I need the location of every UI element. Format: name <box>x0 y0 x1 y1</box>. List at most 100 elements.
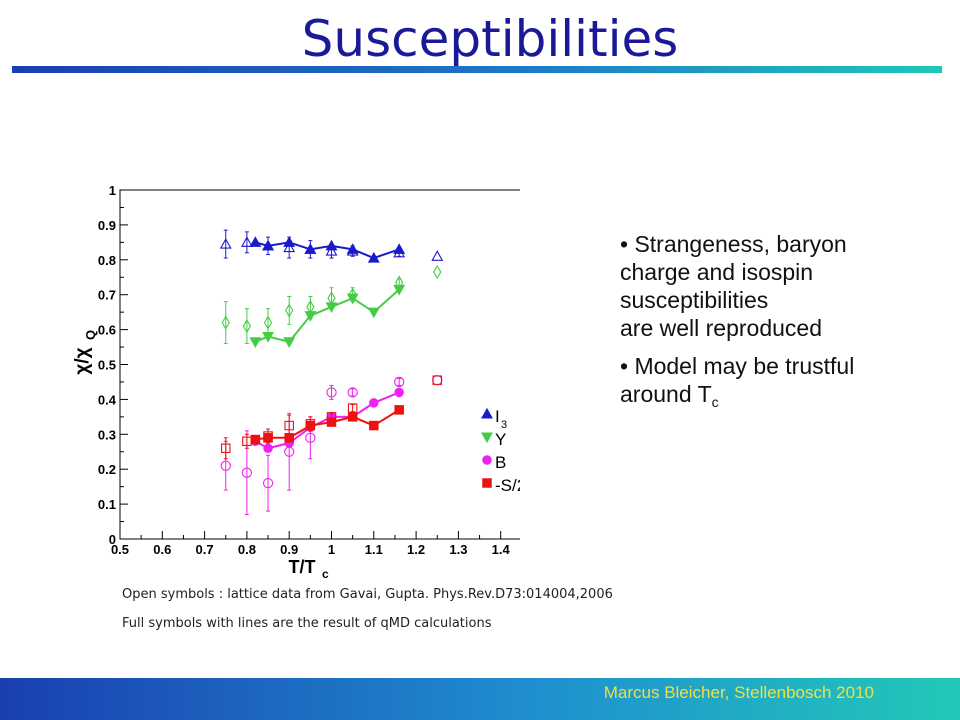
model-point-I3 <box>249 236 262 247</box>
model-point-Y <box>393 284 406 296</box>
y-tick-label: 0.5 <box>98 358 116 373</box>
lattice-point-Y <box>263 315 273 330</box>
model-line-Y <box>254 288 400 343</box>
lattice-point-B <box>432 375 443 386</box>
legend-marker-Y <box>481 432 493 444</box>
lattice-point-B <box>241 467 253 478</box>
x-tick-label: 0.6 <box>153 542 171 557</box>
legend-label-I3: I <box>495 407 500 426</box>
y-tick-label: 0.4 <box>98 392 117 407</box>
model-point-S2 <box>284 433 294 443</box>
y-tick-label: 0.2 <box>98 462 116 477</box>
x-tick-label: 0.9 <box>280 542 298 557</box>
model-point-I3 <box>325 239 338 251</box>
lattice-point-Y <box>285 303 294 318</box>
y-tick-label: 0.8 <box>98 253 116 268</box>
y-tick-label: 0.7 <box>98 288 116 303</box>
y-tick-label: 0.1 <box>98 497 116 512</box>
y-tick-label: 1 <box>109 183 116 198</box>
bullet-line: charge and isospin <box>620 259 814 285</box>
lattice-point-Y <box>433 264 442 280</box>
bullet-line-text: around T <box>620 381 712 407</box>
legend-label-S2: -S/2 <box>495 476 520 495</box>
lattice-point-Y <box>242 319 252 334</box>
model-point-S2 <box>369 420 379 431</box>
y-axis-label-subscript: Q <box>83 330 98 340</box>
model-point-I3 <box>393 243 406 254</box>
model-point-S2 <box>326 417 337 427</box>
x-tick-label: 1.4 <box>492 542 511 557</box>
model-point-Y <box>346 293 359 305</box>
y-tick-label: 0 <box>109 532 116 547</box>
model-point-Y <box>249 337 262 348</box>
legend-label-Y: Y <box>495 430 506 449</box>
model-point-I3 <box>346 243 359 254</box>
footer-bar <box>0 678 960 720</box>
lattice-point-B <box>262 478 274 489</box>
lattice-point-S2 <box>432 375 442 385</box>
lattice-point-I3 <box>325 244 338 256</box>
y-axis-label: χ/χ <box>72 347 93 374</box>
model-point-I3 <box>283 236 296 247</box>
model-point-Y <box>262 332 274 343</box>
legend-marker-B <box>482 455 492 465</box>
slide-title: Susceptibilities <box>301 10 679 68</box>
lattice-point-S2 <box>284 420 294 431</box>
caption-full-symbols: Full symbols with lines are the result o… <box>122 616 492 631</box>
lattice-point-B <box>305 432 316 443</box>
legend-marker-I3 <box>481 407 493 419</box>
x-tick-label: 1.3 <box>449 542 467 557</box>
model-point-I3 <box>367 251 380 263</box>
model-point-Y <box>367 307 380 319</box>
legend-marker-S2 <box>482 478 492 488</box>
bullet-line: • Strangeness, baryon <box>620 231 847 257</box>
model-point-S2 <box>250 434 261 445</box>
x-axis-label: T/T <box>289 557 316 577</box>
model-point-B <box>394 387 404 398</box>
lattice-point-B <box>220 460 231 471</box>
model-point-B <box>263 443 273 454</box>
susceptibility-chart: 0.50.60.70.80.911.11.21.31.41.500.10.20.… <box>72 183 520 578</box>
lattice-point-B <box>326 387 337 398</box>
model-point-Y <box>325 302 338 314</box>
bullet-subscript: c <box>711 394 719 410</box>
x-tick-label: 0.5 <box>111 542 129 557</box>
model-point-Y <box>283 337 296 348</box>
bullet-line: susceptibilities <box>620 287 769 313</box>
lattice-point-I3 <box>240 236 253 247</box>
lattice-point-S2 <box>221 443 231 454</box>
x-tick-label: 1.1 <box>365 542 383 557</box>
lattice-point-I3 <box>219 237 232 249</box>
bullet-line: • Model may be trustful <box>620 353 855 379</box>
lattice-point-Y <box>221 315 230 330</box>
y-tick-label: 0.6 <box>98 323 116 338</box>
caption-open-symbols: Open symbols : lattice data from Gavai, … <box>122 587 613 602</box>
legend-label-subscript-I3: 3 <box>501 419 507 431</box>
footer-credit: Marcus Bleicher, Stellenbosch 2010 <box>603 683 874 702</box>
legend-label-B: B <box>495 453 506 472</box>
bullet-line: are well reproduced <box>620 315 823 341</box>
model-line-I3 <box>255 241 400 260</box>
bullet-list: • Strangeness, baryon charge and isospin… <box>620 230 950 426</box>
lattice-point-B <box>394 376 405 388</box>
y-tick-label: 0.3 <box>98 427 116 442</box>
x-axis-label-subscript: c <box>322 567 329 578</box>
bullet-line-last: around Tc <box>620 380 950 416</box>
lattice-point-I3 <box>283 241 296 253</box>
plot-frame <box>119 189 520 540</box>
model-point-S2 <box>305 420 316 431</box>
lattice-point-B <box>347 387 358 398</box>
model-point-B <box>369 398 379 408</box>
model-point-S2 <box>394 405 404 415</box>
x-tick-label: 0.7 <box>196 542 214 557</box>
x-tick-label: 1 <box>328 542 335 557</box>
model-point-S2 <box>263 433 273 443</box>
x-tick-label: 0.8 <box>238 542 256 557</box>
lattice-point-I3 <box>431 250 444 261</box>
model-point-Y <box>304 311 317 322</box>
model-point-I3 <box>304 243 317 254</box>
model-point-S2 <box>347 412 358 422</box>
y-tick-label: 0.9 <box>98 218 116 233</box>
bullet-reproduced: • Strangeness, baryon charge and isospin… <box>620 230 950 342</box>
x-tick-label: 1.2 <box>407 542 425 557</box>
